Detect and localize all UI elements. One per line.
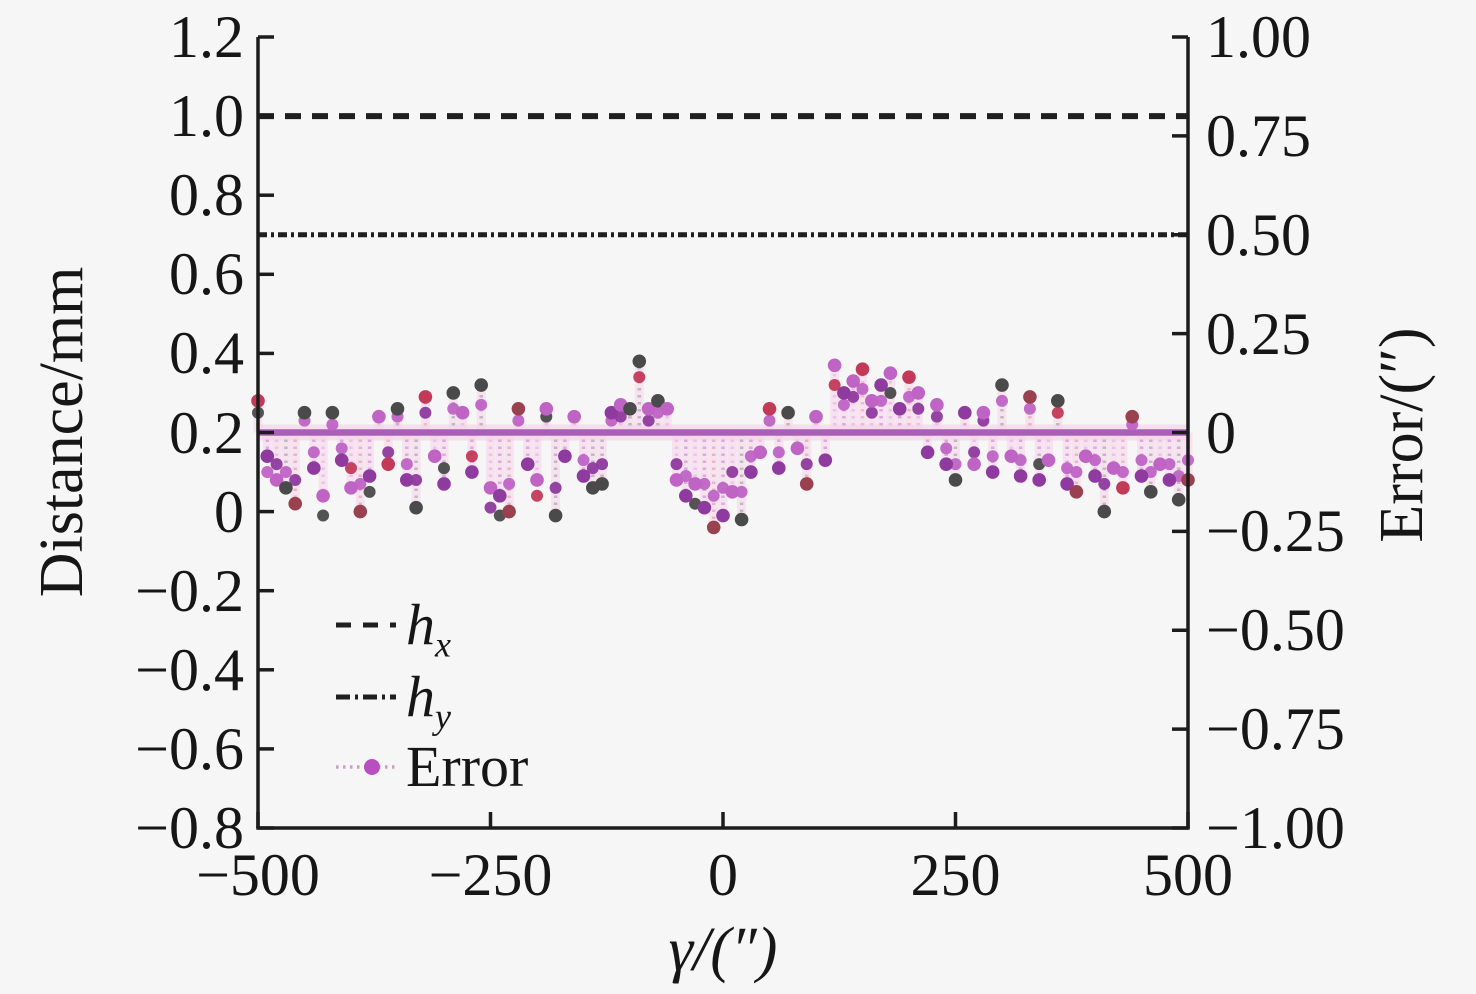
legend-entry-error: Error [334,736,528,798]
x-axis-tick-label: 0 [708,842,738,908]
right-axis-tick-label: −1.00 [1206,795,1345,861]
right-axis-tick-label: 1.00 [1206,4,1311,70]
horizontal-reference-lines [258,113,1188,238]
legend-label-hx: hx [406,592,451,665]
right-axis-tick-label: 0.50 [1206,201,1311,268]
x-axis-tick-label: −250 [428,842,553,908]
error-stems [253,361,1193,528]
left-axis-title: Distance/mm [28,266,96,598]
left-axis-tick-label: 0.4 [169,320,244,387]
right-axis-tick-label: 0 [1206,399,1236,466]
left-axis-tick-label: 0.6 [169,241,244,308]
right-axis-tick-label: −0.25 [1206,498,1345,565]
right-axis-tick-label: −0.75 [1206,696,1345,763]
left-axis-tick-label: −0.4 [135,636,244,703]
left-axis-tick-label: −0.8 [135,795,244,861]
left-axis-tick-label: 0.2 [169,399,244,466]
legend-label-hy: hy [406,664,451,737]
left-axis-tick-label: 1.0 [169,83,244,150]
axes [256,35,1190,830]
left-axis-tick-label: 0 [214,478,244,545]
right-axis-title: Error/(″) [1368,327,1436,543]
right-axis-tick-label: 0.25 [1206,300,1311,367]
left-axis-tick-label: −0.6 [135,715,244,782]
hx-dashed-line-sample [336,622,396,628]
x-axis-title: γ/(″) [668,916,778,984]
right-axis-tick-label: −0.50 [1206,597,1345,664]
legend-entry-hy: hy [334,664,451,737]
hy-dashdot-line-sample [336,694,396,700]
left-axis-tick-label: −0.2 [135,557,244,624]
left-axis-tick-label: 0.8 [169,162,244,229]
error-stem-sample [336,759,396,775]
x-axis-tick-label: −500 [196,842,320,908]
legend-entry-hx: hx [334,592,451,665]
x-axis-tick-label: 250 [910,842,1001,908]
legend-label-error: Error [406,734,529,799]
left-axis-tick-label: 1.2 [169,4,244,70]
error-markers [251,354,1195,535]
x-axis-tick-label: 500 [1143,842,1233,908]
right-axis-tick-label: 0.75 [1206,102,1311,169]
